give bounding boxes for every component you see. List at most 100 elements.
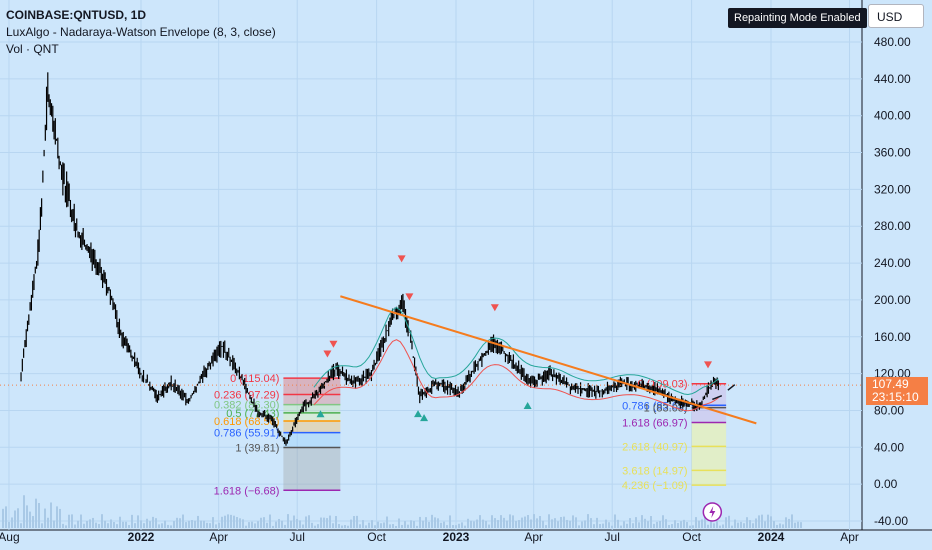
volume-bar	[425, 517, 427, 528]
x-tick-label: 2024	[758, 530, 785, 544]
volume-bar	[545, 525, 547, 528]
volume-bar	[80, 514, 82, 528]
volume-bar	[779, 523, 781, 528]
buy-signal-marker	[414, 410, 423, 418]
volume-bar	[149, 521, 151, 528]
volume-bar	[701, 519, 703, 528]
volume-bar	[689, 525, 691, 528]
fib-zone	[283, 404, 341, 413]
volume-bar	[92, 517, 94, 528]
volume-bar	[347, 525, 349, 528]
buy-signal-marker	[420, 414, 429, 422]
volume-bar	[230, 514, 232, 528]
volume-bar	[392, 524, 394, 528]
volume-bar	[236, 517, 238, 528]
indicator-legend[interactable]: LuxAlgo - Nadaraya-Watson Envelope (8, 3…	[6, 25, 276, 39]
last-price-value: 107.49	[872, 377, 909, 391]
volume-bar	[560, 516, 562, 528]
lightning-glyph	[709, 506, 716, 518]
volume-bar	[662, 515, 664, 528]
volume-bar	[137, 515, 139, 528]
volume-bar	[242, 519, 244, 528]
volume-bar	[176, 517, 178, 528]
volume-bar	[743, 523, 745, 528]
volume-bar	[101, 514, 103, 528]
volume-bar	[521, 517, 523, 528]
volume-bar	[455, 525, 457, 528]
fib-level-label: 3.618 (14.97)	[622, 465, 687, 477]
projection-line	[712, 384, 736, 401]
volume-bar	[254, 523, 256, 528]
volume-bar	[188, 520, 190, 528]
volume-bar	[77, 520, 79, 528]
fib-level-label: 1.618 (−6.68)	[214, 485, 280, 497]
volume-bar	[716, 521, 718, 528]
volume-bar	[434, 517, 436, 528]
volume-bar	[407, 524, 409, 528]
y-tick-label: 280.00	[874, 219, 911, 233]
volume-bar	[524, 516, 526, 528]
volume-bar	[332, 523, 334, 528]
fib-zone	[283, 412, 341, 421]
sell-signal-marker	[329, 340, 338, 348]
volume-bar	[113, 522, 115, 528]
volume-bar	[59, 508, 61, 528]
volume-bar	[509, 514, 511, 528]
volume-legend[interactable]: Vol · QNT	[6, 42, 59, 56]
volume-bar	[770, 516, 772, 528]
sell-signal-marker	[704, 361, 712, 369]
volume-bar	[680, 521, 682, 528]
volume-bar	[749, 520, 751, 528]
currency-selector[interactable]: USD	[868, 4, 924, 28]
volume-bar	[167, 524, 169, 528]
volume-bar	[677, 522, 679, 528]
volume-bar	[65, 525, 67, 528]
volume-bar	[116, 524, 118, 528]
x-tick-label: Apr	[840, 530, 859, 544]
volume-bar	[533, 514, 535, 528]
volume-bar	[734, 519, 736, 528]
descending-trendline	[340, 295, 757, 425]
volume-bar	[641, 515, 643, 528]
volume-bar	[257, 521, 259, 528]
volume-bar	[473, 521, 475, 528]
volume-bar	[263, 517, 265, 528]
y-tick-label: 160.00	[874, 330, 911, 344]
volume-bar	[83, 523, 85, 528]
volume-bar	[290, 520, 292, 528]
volume-bar	[404, 521, 406, 528]
volume-bar	[728, 515, 730, 528]
volume-bar	[797, 521, 799, 528]
volume-bar	[713, 523, 715, 528]
volume-bar	[119, 516, 121, 528]
volume-bar	[419, 516, 421, 528]
volume-bar	[239, 518, 241, 528]
volume-bar	[611, 525, 613, 528]
volume-bar	[788, 518, 790, 528]
volume-bar	[578, 525, 580, 528]
volume-bar	[503, 517, 505, 528]
volume-bar	[449, 515, 451, 528]
volume-bar	[380, 523, 382, 528]
bar-countdown: 23:15:10	[872, 390, 919, 404]
volume-bar	[410, 520, 412, 528]
volume-bar	[617, 519, 619, 528]
volume-bar	[245, 525, 247, 528]
volume-bar	[491, 515, 493, 528]
volume-bar	[401, 524, 403, 528]
volume-bar	[350, 519, 352, 528]
volume-bar	[302, 524, 304, 528]
volume-bar	[158, 524, 160, 528]
volume-bar	[56, 506, 58, 528]
volume-bar	[161, 523, 163, 528]
volume-bar	[467, 518, 469, 528]
volume-bar	[11, 517, 13, 528]
volume-bar	[614, 514, 616, 528]
volume-bar	[329, 515, 331, 528]
candle-series	[20, 72, 719, 446]
volume-bar	[512, 515, 514, 528]
fib-level-label: 4.236 (−1.09)	[622, 480, 688, 492]
volume-bar	[155, 518, 157, 528]
